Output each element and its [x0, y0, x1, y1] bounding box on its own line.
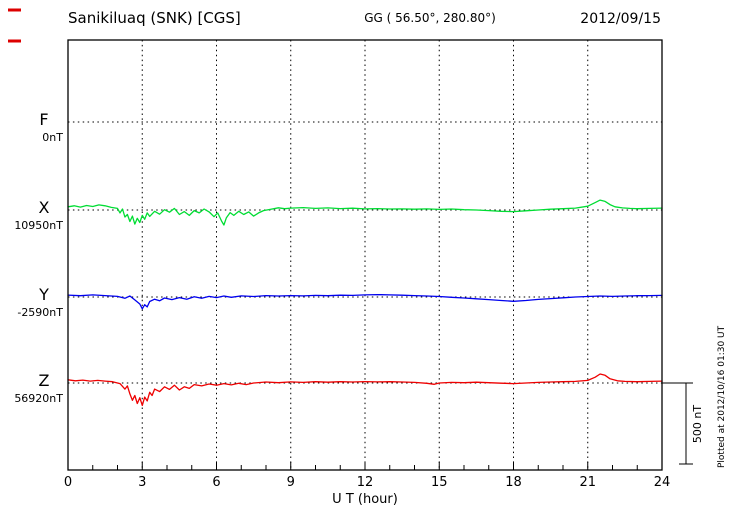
tick-label-21: 21 [579, 475, 596, 490]
tick-layer [67, 462, 663, 470]
tick-label-3: 3 [138, 475, 146, 490]
trace-y [67, 293, 663, 310]
tick-label-0: 0 [64, 475, 72, 490]
grid-layer [67, 40, 663, 470]
trace-z [67, 373, 663, 407]
x-axis-label: U T (hour) [332, 492, 398, 507]
channel-label-z: Z [39, 371, 50, 390]
tick-label-12: 12 [357, 475, 374, 490]
trace-layer [67, 199, 663, 407]
tick-label-24: 24 [654, 475, 671, 490]
channel-label-f: F [39, 110, 48, 129]
trace-x [67, 199, 663, 226]
plotted-at-note: Plotted at 2012/10/16 01:30 UT [717, 325, 727, 468]
channel-label-x: X [39, 198, 50, 217]
tick-label-18: 18 [505, 475, 522, 490]
tick-label-9: 9 [287, 475, 295, 490]
plot-date: 2012/09/15 [580, 11, 661, 27]
tick-label-layer: 0 3 6 9 12 15 18 21 24 [64, 475, 670, 490]
tick-label-15: 15 [431, 475, 448, 490]
baseline-layer [68, 121, 662, 384]
tick-label-6: 6 [212, 475, 220, 490]
geo-coordinates: GG ( 56.50°, 280.80°) [364, 11, 496, 25]
channel-baseline-y: -2590nT [17, 306, 63, 319]
channel-label-y: Y [38, 285, 49, 304]
channel-baseline-f: 0nT [42, 131, 63, 144]
channel-baseline-z: 56920nT [14, 392, 63, 405]
station-title: Sanikiluaq (SNK) [CGS] [68, 9, 241, 27]
channel-baseline-x: 10950nT [14, 219, 63, 232]
scale-bar-label: 500 nT [691, 405, 704, 443]
